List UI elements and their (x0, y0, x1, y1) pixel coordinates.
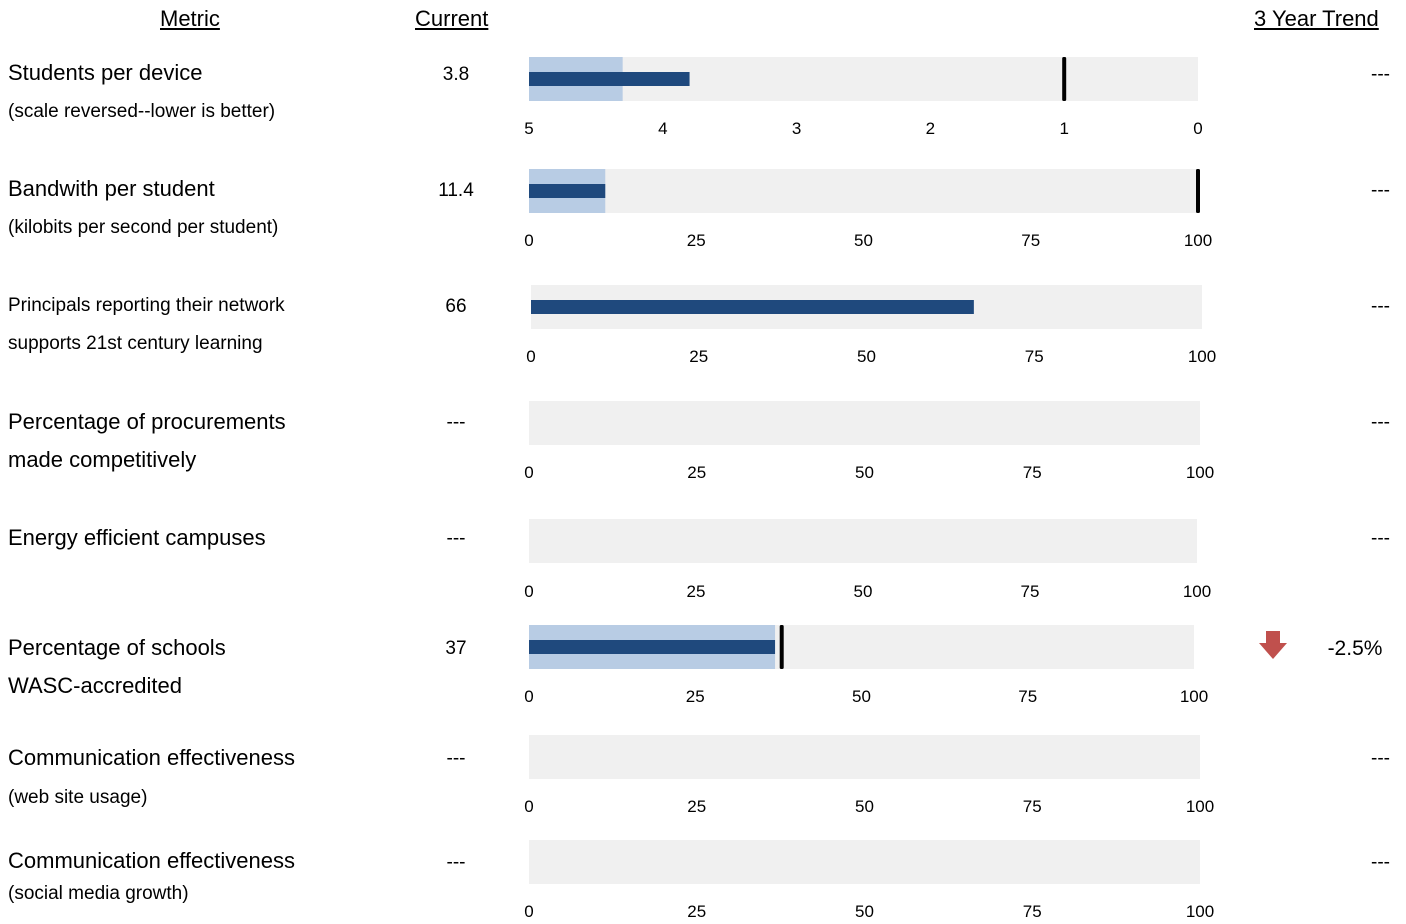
metric-label: Bandwith per student (8, 176, 215, 201)
trend-value: --- (1371, 748, 1390, 769)
trend-value: --- (1371, 64, 1390, 85)
tick-label: 0 (524, 687, 533, 706)
tick-label: 0 (524, 902, 533, 921)
bullet-target-marker (1196, 169, 1200, 213)
tick-label: 25 (689, 347, 708, 366)
current-value: 3.8 (442, 64, 470, 85)
metric-label-line2: supports 21st century learning (8, 333, 263, 354)
tick-label: 0 (524, 582, 533, 601)
tick-label: 2 (926, 119, 935, 138)
current-value: 66 (445, 296, 467, 317)
tick-label: 100 (1186, 463, 1214, 482)
tick-label: 50 (855, 463, 874, 482)
tick-label: 1 (1059, 119, 1068, 138)
tick-label: 75 (1018, 687, 1037, 706)
tick-label: 75 (1023, 902, 1042, 921)
metric-label: Energy efficient campuses (8, 525, 266, 550)
tick-label: 100 (1184, 231, 1212, 250)
bullet-value-bar (529, 184, 606, 198)
metric-header: Metric (160, 6, 220, 31)
tick-label: 100 (1183, 582, 1211, 601)
tick-label: 75 (1023, 797, 1042, 816)
current-header: Current (415, 6, 489, 31)
bullet-track (529, 735, 1200, 779)
tick-label: 5 (524, 119, 533, 138)
tick-label: 25 (687, 797, 706, 816)
current-value: --- (446, 748, 466, 769)
bullet-track (529, 401, 1200, 445)
metric-label: Communication effectiveness (8, 848, 295, 873)
trend-value: --- (1371, 296, 1390, 317)
tick-label: 75 (1023, 463, 1042, 482)
trend-value: --- (1371, 852, 1390, 873)
metric-label: Communication effectiveness (8, 745, 295, 770)
tick-label: 75 (1025, 347, 1044, 366)
bullet-target-marker (779, 625, 784, 669)
bullet-value-bar (529, 72, 690, 86)
bullet-track (529, 169, 1198, 213)
down-arrow-icon (1259, 631, 1287, 659)
tick-label: 75 (1021, 582, 1040, 601)
bullet-target-marker (1062, 57, 1067, 101)
tick-label: 25 (687, 231, 706, 250)
bullet-value-bar (529, 640, 776, 654)
trend-value: --- (1371, 412, 1390, 433)
tick-label: 25 (687, 582, 706, 601)
tick-label: 100 (1180, 687, 1208, 706)
tick-label: 50 (857, 347, 876, 366)
metric-label-line2: made competitively (8, 447, 197, 472)
tick-label: 50 (852, 687, 871, 706)
metric-label: Principals reporting their network (8, 295, 285, 316)
bullet-track (529, 840, 1200, 884)
tick-label: 0 (524, 797, 533, 816)
tick-label: 50 (855, 797, 874, 816)
tick-label: 50 (855, 902, 874, 921)
metric-label: Percentage of schools (8, 635, 226, 660)
tick-label: 50 (854, 231, 873, 250)
tick-label: 75 (1021, 231, 1040, 250)
tick-label: 50 (854, 582, 873, 601)
bullet-value-bar (531, 300, 974, 314)
metric-sublabel: (scale reversed--lower is better) (8, 101, 276, 122)
current-value: 11.4 (438, 180, 474, 201)
trend-header: 3 Year Trend (1254, 6, 1379, 31)
trend-value: --- (1371, 528, 1390, 549)
tick-label: 25 (687, 902, 706, 921)
tick-label: 3 (792, 119, 801, 138)
metric-sublabel: (kilobits per second per student) (8, 217, 279, 238)
tick-label: 25 (686, 687, 705, 706)
metric-sublabel: (web site usage) (8, 787, 148, 808)
tick-label: 0 (526, 347, 535, 366)
metric-label: Percentage of procurements (8, 409, 286, 434)
current-value: --- (446, 852, 466, 873)
tick-label: 4 (658, 119, 667, 138)
tick-label: 25 (687, 463, 706, 482)
metric-label-line2: WASC-accredited (8, 673, 183, 698)
trend-value: --- (1371, 180, 1390, 201)
tick-label: 0 (524, 231, 533, 250)
current-value: 37 (445, 638, 467, 659)
tick-label: 0 (1193, 119, 1202, 138)
trend-value: -2.5% (1327, 637, 1383, 660)
tick-label: 100 (1186, 797, 1214, 816)
tick-label: 100 (1188, 347, 1216, 366)
current-value: --- (446, 528, 466, 549)
metric-sublabel: (social media growth) (8, 883, 189, 904)
metric-label: Students per device (8, 60, 203, 85)
bullet-track (529, 519, 1197, 563)
current-value: --- (446, 412, 466, 433)
tick-label: 0 (524, 463, 533, 482)
tick-label: 100 (1186, 902, 1214, 921)
